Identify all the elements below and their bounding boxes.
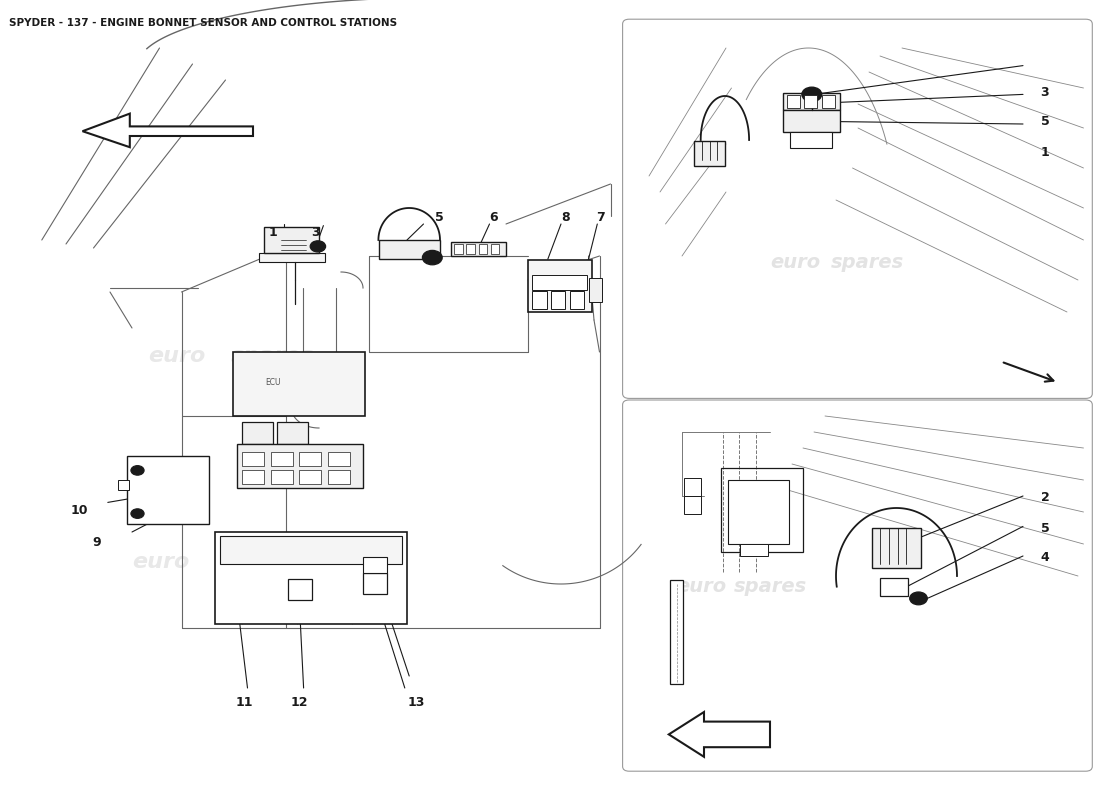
Bar [118,480,129,490]
Circle shape [310,241,326,252]
Bar [740,544,768,556]
Text: 9: 9 [92,536,101,549]
FancyBboxPatch shape [623,19,1092,398]
Circle shape [131,509,144,518]
Bar [694,141,725,166]
Text: 11: 11 [235,696,253,709]
Bar [220,536,402,564]
Text: 1: 1 [1041,146,1049,158]
Bar [242,452,264,466]
Bar [804,95,817,108]
FancyBboxPatch shape [623,400,1092,771]
Bar [233,352,365,416]
Bar [277,422,308,444]
Text: euro: euro [148,346,206,366]
Bar [528,260,592,312]
Bar [783,110,840,132]
Text: spares: spares [231,346,315,366]
Circle shape [131,466,144,475]
Text: 7: 7 [596,211,605,224]
Bar [454,244,463,254]
Text: euro: euro [132,552,189,572]
Text: euro: euro [676,577,727,596]
Bar [783,93,840,110]
Text: spares: spares [214,552,298,572]
Bar [588,278,602,302]
Bar [258,253,324,262]
Circle shape [802,87,822,102]
Text: euro: euro [770,253,821,272]
Bar [242,422,273,444]
Text: 5: 5 [434,211,443,224]
Polygon shape [669,712,770,757]
Text: 8: 8 [561,211,570,224]
Bar [478,244,487,254]
Bar [684,478,701,496]
Text: 12: 12 [290,696,308,709]
Bar [288,579,312,600]
Bar [532,275,587,290]
Text: 13: 13 [407,696,425,709]
Text: 3: 3 [311,226,320,238]
Text: 5: 5 [1041,522,1049,534]
Text: spares: spares [734,577,807,596]
Polygon shape [82,114,253,147]
Bar [328,470,350,484]
Bar [872,528,921,568]
Bar [451,242,506,256]
Bar [786,95,800,108]
Bar [299,452,321,466]
Circle shape [915,596,922,601]
Bar [214,532,407,624]
Text: spares: spares [830,253,904,272]
Bar [532,291,547,309]
Bar [551,291,565,309]
Bar [363,573,387,594]
Bar [720,468,803,552]
Bar [822,95,835,108]
Bar [236,444,363,488]
Circle shape [808,92,815,97]
Bar [880,578,907,596]
Text: 5: 5 [1041,115,1049,128]
Circle shape [910,592,927,605]
Bar [684,496,701,514]
Bar [379,240,440,259]
Bar [363,557,387,573]
Bar [299,470,321,484]
Text: 2: 2 [1041,491,1049,504]
Bar [126,456,209,524]
Bar [728,480,789,544]
Circle shape [422,250,442,265]
Bar [328,452,350,466]
Bar [242,470,264,484]
Bar [491,244,499,254]
Bar [670,580,683,684]
Text: 6: 6 [490,211,498,224]
Bar [271,470,293,484]
Bar [790,132,832,148]
Bar [570,291,584,309]
Bar [271,452,293,466]
Bar [264,227,319,253]
Text: 1: 1 [268,226,277,238]
Text: 3: 3 [1041,86,1049,98]
Text: SPYDER - 137 - ENGINE BONNET SENSOR AND CONTROL STATIONS: SPYDER - 137 - ENGINE BONNET SENSOR AND … [9,18,397,27]
Bar [466,244,475,254]
Text: 4: 4 [1041,551,1049,564]
Text: ECU: ECU [265,378,280,387]
Text: 10: 10 [70,504,88,517]
